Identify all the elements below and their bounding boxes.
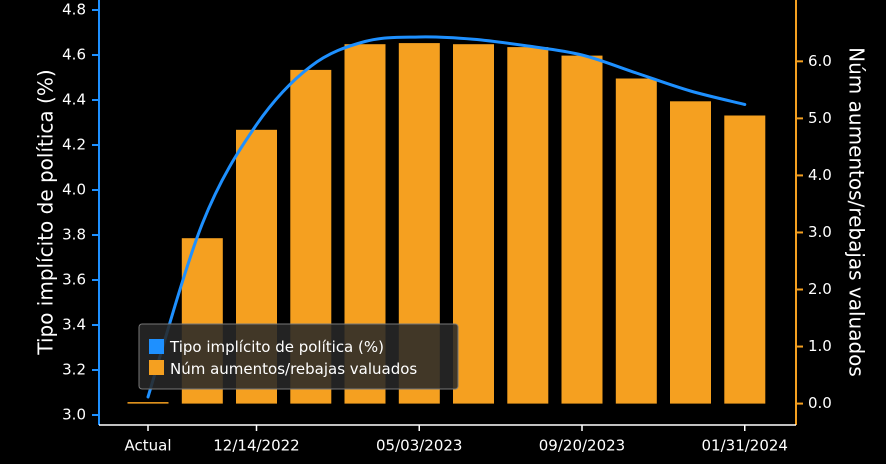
left-tick-label: 3.0 bbox=[62, 406, 86, 424]
x-tick-label: 09/20/2023 bbox=[539, 437, 625, 455]
right-axis-title: Núm aumentos/rebajas valuados bbox=[845, 47, 869, 377]
series-line bbox=[146, 35, 747, 399]
legend: Tipo implícito de política (%) Núm aumen… bbox=[138, 323, 459, 390]
line-layer bbox=[146, 35, 747, 399]
left-tick-label: 4.4 bbox=[62, 91, 86, 109]
x-axis-ticks: Actual 12/14/2022 05/03/2023 09/20/2023 01/3… bbox=[125, 425, 788, 455]
bar bbox=[453, 44, 494, 404]
bar bbox=[724, 115, 766, 404]
right-tick-label: 4.0 bbox=[808, 166, 832, 184]
legend-box bbox=[138, 323, 459, 390]
left-tick-label: 3.4 bbox=[62, 316, 86, 334]
left-tick-label: 4.0 bbox=[62, 181, 86, 199]
legend-label-line: Tipo implícito de política (%) bbox=[169, 338, 384, 356]
bar bbox=[127, 402, 169, 404]
x-tick-label: 01/31/2024 bbox=[702, 437, 788, 455]
right-tick-label: 0.0 bbox=[808, 394, 832, 412]
legend-swatch-line bbox=[149, 339, 164, 354]
legend-label-bar: Núm aumentos/rebajas valuados bbox=[170, 360, 417, 378]
x-tick-label: 12/14/2022 bbox=[213, 437, 299, 455]
left-tick-label: 3.2 bbox=[62, 361, 86, 379]
left-tick-label: 4.2 bbox=[62, 136, 86, 154]
bar bbox=[670, 101, 711, 404]
bar bbox=[615, 78, 657, 404]
right-tick-label: 1.0 bbox=[808, 337, 832, 355]
x-tick-label: Actual bbox=[125, 437, 172, 455]
left-tick-label: 4.6 bbox=[62, 46, 86, 64]
bar bbox=[561, 55, 603, 404]
right-tick-label: 5.0 bbox=[808, 109, 832, 127]
right-axis-ticks: 0.0 1.0 2.0 3.0 4.0 5.0 6.0 bbox=[796, 52, 832, 412]
left-tick-label: 3.8 bbox=[62, 226, 86, 244]
left-tick-label: 3.6 bbox=[62, 271, 86, 289]
right-tick-label: 6.0 bbox=[808, 52, 832, 70]
right-tick-label: 3.0 bbox=[808, 223, 832, 241]
left-tick-label: 4.8 bbox=[62, 1, 86, 19]
legend-swatch-bar bbox=[149, 360, 164, 375]
x-tick-label: 05/03/2023 bbox=[376, 437, 462, 455]
right-tick-label: 2.0 bbox=[808, 280, 832, 298]
bar bbox=[507, 47, 549, 404]
left-axis-ticks: 3.0 3.2 3.4 3.6 3.8 4.0 4.2 4.4 4.6 4.8 bbox=[62, 1, 99, 424]
left-axis-title: Tipo implícito de política (%) bbox=[34, 69, 58, 355]
